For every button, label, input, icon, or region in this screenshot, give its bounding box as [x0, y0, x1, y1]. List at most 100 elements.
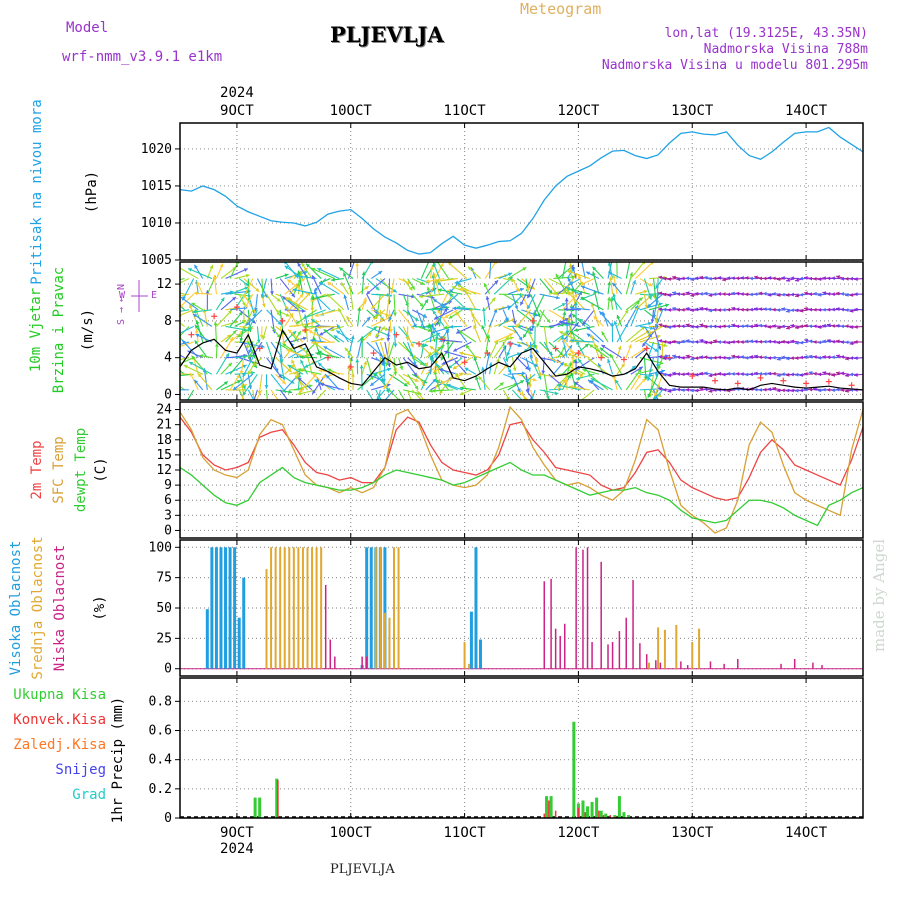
wind-arrowhead — [652, 314, 657, 319]
wind-arrowhead — [831, 388, 835, 393]
wind-arrow — [284, 305, 299, 327]
wind-arrowhead — [671, 371, 676, 376]
wind-arrowhead — [772, 291, 776, 296]
wind-arrowhead — [534, 357, 539, 362]
wind-arrowhead — [310, 338, 314, 343]
wind-arrowhead — [243, 268, 248, 272]
wind-arrowhead — [631, 365, 636, 370]
wind-arrowhead — [629, 255, 633, 259]
mid-cloud-bar — [315, 547, 318, 669]
wind-arrow — [448, 292, 468, 311]
wind-arrowhead — [310, 296, 315, 301]
wind-arrowhead — [703, 307, 708, 312]
wind-arrowhead — [612, 274, 617, 279]
wind-arrow — [180, 325, 194, 334]
wind-arrow — [376, 294, 381, 319]
wind-arrowhead — [712, 339, 717, 344]
wind-arrowhead — [330, 327, 335, 332]
wind-arrowhead — [845, 356, 849, 361]
wind-arrowhead — [262, 335, 266, 340]
wind-arrow — [314, 309, 340, 317]
wind-arrowhead — [529, 355, 533, 359]
wind-arrowhead — [155, 390, 159, 394]
wind-arrow — [323, 345, 345, 359]
wind-arrowhead — [444, 350, 449, 355]
wind-arrow — [407, 341, 417, 366]
wind-arrowhead — [662, 387, 667, 392]
wind-arrow — [569, 350, 590, 359]
wind-arrowhead — [781, 355, 785, 360]
wind-arrowhead — [776, 308, 781, 312]
wind-arrowhead — [314, 379, 319, 384]
wind-arrow — [308, 329, 331, 343]
wind-arrowhead — [298, 272, 303, 276]
wind-arrow — [634, 295, 652, 311]
wind-arrow — [215, 352, 230, 375]
mid-cloud-bar — [311, 547, 314, 669]
wind-arrowhead — [232, 296, 236, 301]
wind-arrowhead — [301, 309, 306, 313]
wind-arrowhead — [527, 294, 531, 299]
wind-arrowhead — [432, 272, 437, 277]
precip-axis-title: 1hr Precip (mm) — [110, 697, 126, 823]
wind-arrowhead — [721, 292, 726, 296]
precip-legend-item: Snijeg — [55, 762, 106, 778]
cloud-unit-label: (%) — [92, 595, 108, 620]
wind-arrowhead — [731, 354, 736, 359]
wind-arrowhead — [645, 330, 650, 335]
wind-arrowhead — [849, 325, 854, 329]
wind-arrowhead — [586, 326, 591, 331]
wind-arrow — [180, 341, 194, 347]
low-cloud-bar — [591, 642, 593, 669]
y-tick-label: 0 — [164, 811, 172, 826]
wind-arrowhead — [373, 326, 378, 331]
wind-arrowhead — [180, 303, 184, 308]
wind-arrow — [216, 309, 233, 327]
wind-arrowhead — [382, 378, 387, 383]
wind-arrowhead — [758, 323, 763, 328]
wind-arrowhead — [615, 379, 619, 384]
wind-arrowhead — [242, 319, 246, 324]
wind-arrowhead — [244, 282, 249, 286]
wind-arrowhead — [245, 405, 248, 409]
elevation-label: Nadmorska Visina 788m — [703, 42, 868, 57]
top-date-label: 12OCT — [557, 103, 600, 119]
wind-arrowhead — [259, 334, 264, 339]
wind-arrowhead — [646, 377, 651, 381]
wind-arrow — [266, 293, 281, 316]
wind-arrow — [434, 278, 458, 283]
wind-arrowhead — [835, 387, 840, 392]
wind-arrowhead — [385, 388, 390, 393]
y-tick-label: 1015 — [141, 179, 172, 194]
wind-arrowhead — [276, 297, 281, 302]
high-cloud-bar — [383, 547, 387, 669]
wind-arrowhead — [561, 335, 565, 340]
wind-arrowhead — [355, 358, 360, 363]
wind-arrowhead — [515, 323, 520, 328]
wind-arrow — [416, 389, 425, 400]
wind-arrowhead — [413, 372, 418, 377]
wind-arrowhead — [607, 296, 611, 301]
wind-arrowhead — [325, 374, 330, 379]
wind-arrowhead — [721, 324, 726, 329]
wind-arrowhead — [799, 292, 804, 297]
wind-arrow — [552, 374, 570, 391]
wind-arrowhead — [429, 307, 434, 312]
wind-arrowhead — [740, 307, 744, 312]
wind-arrowhead — [826, 355, 831, 360]
mid-cloud-bar — [663, 629, 666, 669]
wind-arrowhead — [559, 361, 564, 366]
wind-arrowhead — [621, 363, 625, 368]
wind-arrow — [398, 389, 406, 400]
wind-arrowhead — [726, 276, 731, 281]
wind-arrow — [625, 262, 631, 279]
wind-arrowhead — [512, 367, 517, 372]
wind-arrowhead — [338, 308, 342, 313]
wind-arrowhead — [297, 391, 302, 396]
wind-arrowhead — [191, 355, 196, 360]
wind-arrowhead — [296, 372, 300, 377]
precip-legend-item: Ukupna Kisa — [13, 687, 106, 703]
low-cloud-bar — [564, 623, 566, 669]
wind-arrow — [601, 344, 622, 359]
wind-arrowhead — [464, 367, 469, 372]
